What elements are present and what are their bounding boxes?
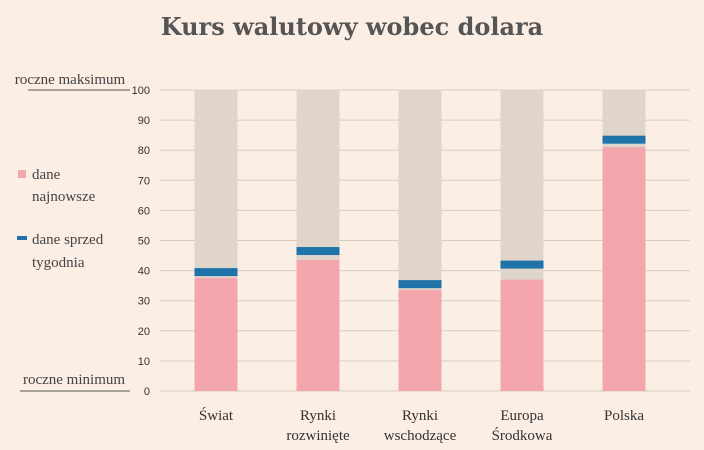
bar-latest xyxy=(398,290,442,391)
y-tick-label: 20 xyxy=(138,326,150,338)
x-category-label: wschodzące xyxy=(384,428,457,444)
legend-latest-line2: najnowsze xyxy=(32,189,96,205)
y-tick-label: 80 xyxy=(138,145,150,157)
legend-week-ago-line2: tygodnia xyxy=(32,255,85,271)
y-tick-label: 30 xyxy=(138,296,150,308)
x-category-label: Rynki xyxy=(402,408,438,424)
y-tick-label: 70 xyxy=(138,175,150,187)
y-axis: 0 10 20 30 40 50 60 70 80 90 100 xyxy=(132,85,150,398)
marker-week-ago xyxy=(194,268,238,277)
y-tick-label: 100 xyxy=(132,85,150,97)
x-category-label: Świat xyxy=(199,407,234,424)
legend-swatch-week-ago xyxy=(17,236,27,240)
y-tick-label: 90 xyxy=(138,115,150,127)
chart-title: Kurs walutowy wobec dolara xyxy=(161,12,543,41)
y-tick-label: 60 xyxy=(138,205,150,217)
bar-latest xyxy=(296,260,340,391)
bar-latest xyxy=(194,278,238,391)
x-category-label: Polska xyxy=(604,408,644,424)
x-category-label: Europa xyxy=(500,408,544,424)
bar-latest xyxy=(602,147,646,391)
y-tick-label: 50 xyxy=(138,236,150,248)
marker-week-ago xyxy=(398,280,442,289)
x-category-label: Środkowa xyxy=(492,427,553,444)
x-axis: Świat Rynki rozwinięte Rynki wschodzące Europ… xyxy=(199,407,644,444)
x-category-label: Rynki xyxy=(300,408,336,424)
annual-max-label: roczne maksimum xyxy=(15,72,126,88)
y-tick-label: 10 xyxy=(138,356,150,368)
marker-week-ago xyxy=(296,247,340,256)
legend-week-ago-line1: dane sprzed xyxy=(32,232,104,248)
marker-week-ago xyxy=(500,260,544,269)
x-category-label: rozwinięte xyxy=(286,428,350,444)
annual-min-label: roczne minimum xyxy=(23,372,125,388)
y-tick-label: 0 xyxy=(144,386,150,398)
legend: dane najnowsze dane sprzed tygodnia xyxy=(17,167,104,271)
legend-latest-line1: dane xyxy=(32,167,61,183)
legend-swatch-latest xyxy=(18,170,26,178)
bars xyxy=(194,90,646,391)
marker-week-ago xyxy=(602,135,646,144)
y-tick-label: 40 xyxy=(138,266,150,278)
bar-latest xyxy=(500,279,544,391)
